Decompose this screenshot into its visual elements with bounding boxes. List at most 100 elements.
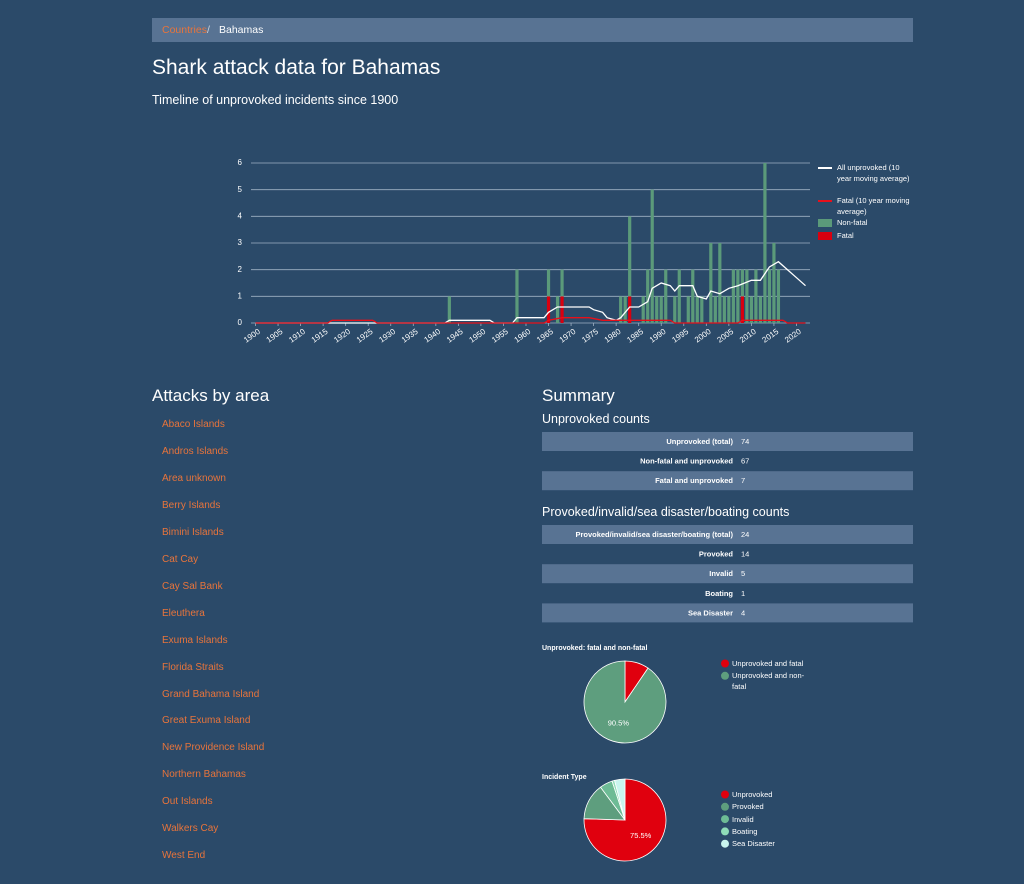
bar xyxy=(754,269,758,323)
legend-label: Provoked xyxy=(732,802,764,812)
area-link[interactable]: Florida Straits xyxy=(162,661,224,673)
bar xyxy=(695,296,699,323)
slice-label: 90.5% xyxy=(608,719,630,728)
bar xyxy=(619,296,623,323)
row-value: 14 xyxy=(741,550,749,559)
legend-swatch xyxy=(721,671,729,680)
bar xyxy=(763,163,767,323)
bar xyxy=(709,243,713,323)
bar xyxy=(691,269,695,323)
bar xyxy=(718,243,722,323)
bar xyxy=(560,296,564,323)
section-title: Summary xyxy=(542,386,615,405)
x-tick-label: 2020 xyxy=(783,327,803,345)
breadcrumb-current: Bahamas xyxy=(219,24,264,36)
area-link[interactable]: Walkers Cay xyxy=(162,823,219,835)
table-row xyxy=(542,525,913,544)
bar xyxy=(646,269,650,323)
x-tick-label: 1915 xyxy=(310,327,330,345)
row-value: 74 xyxy=(741,437,749,446)
legend-swatch xyxy=(721,802,729,811)
legend-label: Boating xyxy=(732,826,758,836)
area-link[interactable]: Cay Sal Bank xyxy=(162,580,223,592)
row-label: Fatal and unprovoked xyxy=(655,476,733,485)
y-tick-label: 5 xyxy=(238,185,243,194)
x-tick-label: 2010 xyxy=(738,327,758,345)
area-link[interactable]: Great Exuma Island xyxy=(162,715,251,727)
moving-average-line xyxy=(255,260,806,324)
row-label: Unprovoked (total) xyxy=(666,437,733,446)
area-link[interactable]: Exuma Islands xyxy=(162,634,228,646)
bar xyxy=(758,296,763,323)
area-link[interactable]: Andros Islands xyxy=(162,445,229,457)
legend-label: Invalid xyxy=(732,814,754,824)
pie-title: Incident Type xyxy=(542,774,587,781)
bar xyxy=(560,269,564,297)
row-value: 7 xyxy=(741,476,745,485)
row-value: 4 xyxy=(741,608,745,617)
bar xyxy=(641,296,645,323)
breadcrumb-separator: / xyxy=(207,24,210,36)
page-title: Shark attack data for Bahamas xyxy=(152,56,441,79)
x-tick-label: 1905 xyxy=(265,327,285,345)
bar xyxy=(767,269,772,323)
table-row xyxy=(542,564,913,584)
legend-swatch xyxy=(721,659,729,668)
legend-label: Fatal (10 year moving average) xyxy=(837,196,910,216)
bar xyxy=(664,269,668,323)
x-tick-label: 1985 xyxy=(625,327,645,345)
bar xyxy=(447,296,451,323)
x-tick-label: 1955 xyxy=(490,327,510,345)
bar xyxy=(515,269,519,323)
table-title: Provoked/invalid/sea disaster/boating co… xyxy=(542,505,790,519)
pie-slice xyxy=(614,778,626,821)
table-row xyxy=(542,432,913,451)
area-link[interactable]: Abaco Islands xyxy=(162,419,225,430)
area-link[interactable]: Eleuthera xyxy=(162,607,205,619)
legend-swatch xyxy=(721,790,729,799)
bar xyxy=(700,296,704,323)
x-tick-label: 1935 xyxy=(400,327,420,345)
bar xyxy=(673,296,677,323)
bar xyxy=(749,296,753,323)
area-link[interactable]: Cat Cay xyxy=(162,553,199,565)
y-tick-label: 3 xyxy=(238,238,243,247)
breadcrumb-link[interactable]: Countries xyxy=(162,24,207,36)
row-label: Provoked xyxy=(699,550,734,559)
area-link[interactable]: New Providence Island xyxy=(162,742,265,754)
bar xyxy=(772,243,776,323)
x-tick-label: 1995 xyxy=(670,327,690,345)
legend-swatch xyxy=(818,232,832,240)
x-tick-label: 1975 xyxy=(580,327,600,345)
bar xyxy=(731,269,735,323)
bar xyxy=(740,269,744,297)
pie-title: Unprovoked: fatal and non-fatal xyxy=(542,645,648,652)
table-row xyxy=(542,603,913,623)
bar xyxy=(546,296,551,323)
area-link[interactable]: Bimini Islands xyxy=(162,526,224,538)
x-tick-label: 2015 xyxy=(761,327,781,345)
moving-average-line xyxy=(255,317,806,324)
area-link[interactable]: West End xyxy=(162,850,206,862)
area-link[interactable]: Berry Islands xyxy=(162,499,221,511)
area-link[interactable]: Northern Bahamas xyxy=(162,769,246,781)
section-title: Attacks by area xyxy=(152,386,270,405)
bar xyxy=(722,296,726,323)
area-link[interactable]: Grand Bahama Island xyxy=(162,688,260,700)
x-tick-label: 1900 xyxy=(242,327,262,345)
x-tick-label: 1960 xyxy=(513,327,533,345)
legend-swatch xyxy=(818,219,832,227)
area-link[interactable]: Out Islands xyxy=(162,796,213,808)
legend-label: Fatal xyxy=(837,231,854,240)
legend-swatch xyxy=(721,815,729,824)
table-title: Unprovoked counts xyxy=(542,412,650,426)
bar xyxy=(628,296,632,323)
bar xyxy=(740,296,744,323)
legend-swatch xyxy=(721,827,729,836)
row-value: 24 xyxy=(741,530,749,539)
bar xyxy=(628,216,632,297)
row-value: 1 xyxy=(741,589,745,598)
bar xyxy=(650,189,654,323)
area-link[interactable]: Area unknown xyxy=(162,472,226,484)
